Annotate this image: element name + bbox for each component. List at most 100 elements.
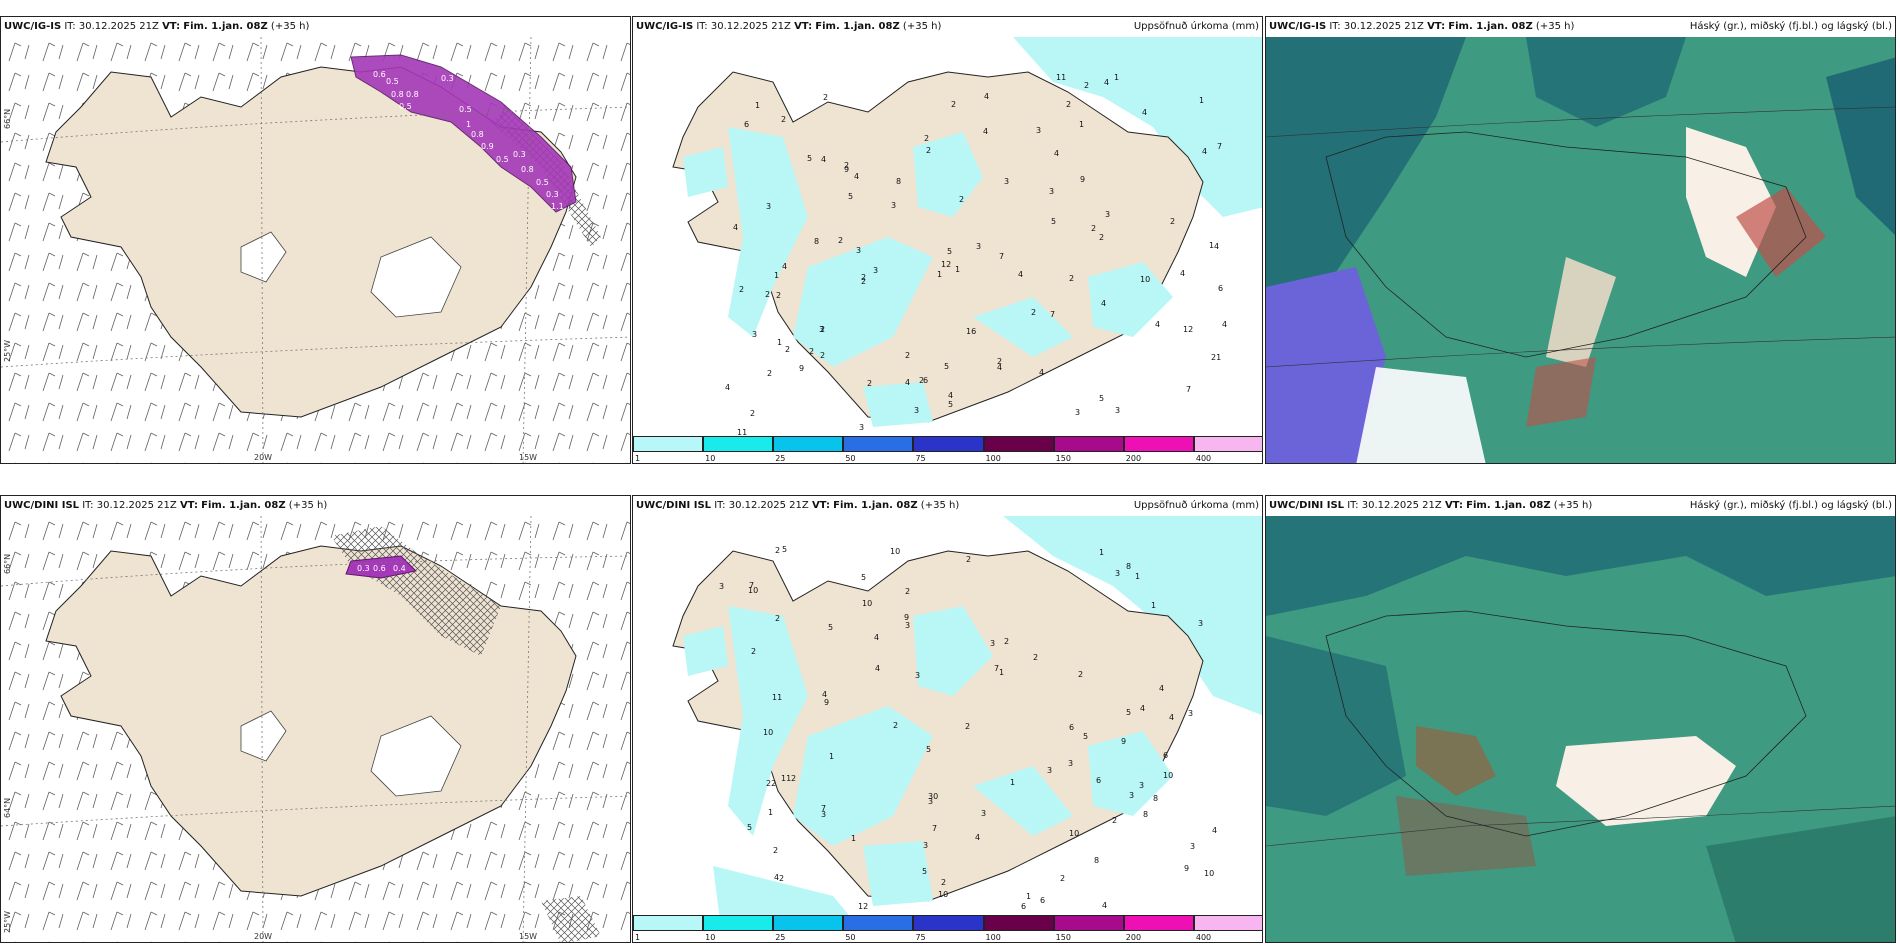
precip-value: 3	[1139, 781, 1144, 790]
colorbar-tick: 50	[845, 454, 856, 463]
precip-value: 3	[859, 423, 864, 432]
precip-value: 3	[915, 671, 920, 680]
lon-label: 20W	[254, 932, 273, 941]
ice-value: 0.5	[386, 77, 399, 86]
precip-value: 2	[775, 546, 780, 555]
precip-value: 5	[947, 247, 952, 256]
lat-label: 66°N	[3, 553, 12, 574]
precip-value: 2	[750, 409, 755, 418]
precip-value: 3	[1068, 759, 1073, 768]
precip-value: 3	[821, 810, 826, 819]
precip-value: 5	[848, 192, 853, 201]
precip-value: 1	[1099, 548, 1104, 557]
colorbar-tick: 150	[1055, 454, 1071, 463]
precip-value: 2	[1004, 637, 1009, 646]
precip-value: 2	[959, 195, 964, 204]
precip-value: 4	[874, 633, 879, 642]
precip-value: 2	[941, 878, 946, 887]
colorbar-tick: 1	[635, 454, 641, 463]
precip-value: 12	[1183, 325, 1193, 334]
precip-value: 6	[923, 376, 928, 385]
precip-value: 9	[824, 698, 829, 707]
precip-value: 3	[1188, 709, 1193, 718]
icing-area	[350, 54, 577, 213]
ice-value: 1	[466, 120, 471, 129]
colorbar-swatch	[633, 915, 704, 931]
precip-value: 10	[763, 728, 773, 737]
colorbar-swatch	[913, 436, 984, 452]
precip-value: 2	[861, 277, 866, 286]
precip-value: 3	[928, 797, 933, 806]
precip-value: 3	[873, 266, 878, 275]
precip-value: 4	[1018, 270, 1023, 279]
precip-value: 6	[744, 120, 749, 129]
colorbar-tick: 100	[985, 933, 1001, 942]
precip-value: 2	[1170, 217, 1175, 226]
wind-map: 0.6 0.5 0.3 0.8 0.8 0.5 0.5 1 0.8 0.9 0.…	[1, 37, 630, 463]
precip-value: 3	[923, 841, 928, 850]
colorbar-tick: 25	[775, 454, 786, 463]
panel-header: UWC/IG-IS IT: 30.12.2025 21Z VT: Fim. 1.…	[633, 17, 1262, 37]
ice-value: 0.5	[459, 105, 472, 114]
precip-value: 5	[807, 154, 812, 163]
precip-value: 4	[854, 172, 859, 181]
precip-value: 2	[965, 722, 970, 731]
precip-value: 10	[1204, 869, 1214, 878]
precip-value: 7	[1186, 385, 1191, 394]
precip-colorbar: 1 10 25 50 75 100 150 200 400	[633, 915, 1262, 942]
precip-value: 2	[779, 874, 784, 883]
precip-value: 5	[1126, 708, 1131, 717]
precip-value: 5	[944, 362, 949, 371]
precip-value: 4	[1155, 320, 1160, 329]
ig-precip-panel: UWC/IG-IS IT: 30.12.2025 21Z VT: Fim. 1.…	[632, 16, 1263, 464]
ice-value: 0.5	[399, 102, 412, 111]
lon-label: 20W	[254, 453, 273, 462]
precip-value: 4	[725, 383, 730, 392]
precip-value: 10	[862, 599, 872, 608]
precip-value: 4	[948, 391, 953, 400]
precip-value: 2	[919, 376, 924, 385]
precip-value: 4	[1214, 242, 1219, 251]
precip-value: 1	[829, 752, 834, 761]
precip-value: 8	[1153, 794, 1158, 803]
precip-value: 3	[1049, 187, 1054, 196]
precip-value: 1	[755, 101, 760, 110]
precip-value: 4	[774, 873, 779, 882]
colorbar-swatch	[843, 436, 914, 452]
precip-value: 2	[1060, 874, 1065, 883]
precip-value: 2	[809, 347, 814, 356]
precip-value: 2	[1099, 233, 1104, 242]
lon-label: 25°W	[3, 339, 12, 362]
precip-value: 3	[1190, 842, 1195, 851]
precip-value: 3	[981, 809, 986, 818]
ice-value: 0.4	[393, 564, 406, 573]
precip-value: 4	[822, 690, 827, 699]
precip-value: 3	[856, 246, 861, 255]
precip-value: 1	[937, 270, 942, 279]
precip-value: 30	[928, 792, 938, 801]
precip-value: 4	[975, 833, 980, 842]
precip-value: 4	[983, 127, 988, 136]
precip-value: 5	[1099, 394, 1104, 403]
precip-value: 1	[1135, 572, 1140, 581]
precip-value: 1	[1026, 892, 1031, 901]
precip-value: 5	[922, 867, 927, 876]
colorbar-tick: 10	[705, 933, 716, 942]
precip-value: 4	[1140, 704, 1145, 713]
precip-value: 3	[1047, 766, 1052, 775]
precip-value: 2	[776, 291, 781, 300]
precip-value: 5	[747, 823, 752, 832]
ice-value: 0.6	[373, 564, 386, 573]
precip-value: 10	[1140, 275, 1150, 284]
ice-value: 0.6	[373, 70, 386, 79]
colorbar-tick: 1	[635, 933, 641, 942]
colorbar-swatch	[1193, 915, 1262, 931]
precip-value: 1	[851, 834, 856, 843]
ig-wind-panel: UWC/IG-IS IT: 30.12.2025 21Z VT: Fim. 1.…	[0, 16, 631, 464]
cloud-map	[1266, 516, 1895, 942]
lat-label: 66°N	[3, 108, 12, 129]
lon-label: 15W	[519, 453, 538, 462]
precip-value: 4	[1102, 901, 1107, 910]
colorbar-tick: 10	[705, 454, 716, 463]
dini-wind-panel: UWC/DINI ISL IT: 30.12.2025 21Z VT: Fim.…	[0, 495, 631, 943]
